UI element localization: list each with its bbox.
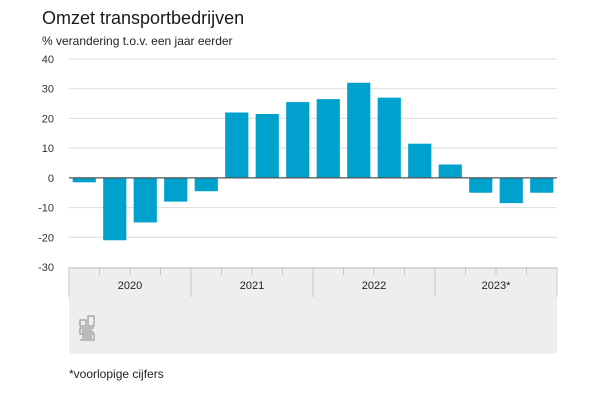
y-tick-label: 20 (42, 113, 54, 125)
bar (255, 113, 279, 178)
bar (438, 164, 462, 178)
x-tick-label: 2022 (362, 280, 386, 292)
x-tick-label: 2021 (240, 280, 264, 292)
bar (347, 82, 371, 178)
y-tick-label: 0 (48, 173, 54, 185)
y-tick-label: -20 (38, 232, 54, 244)
x-tick-label: 2020 (118, 280, 142, 292)
bar (72, 177, 96, 183)
y-tick-label: 10 (42, 143, 54, 155)
bar (133, 177, 157, 223)
bar (469, 177, 493, 193)
bar (377, 97, 401, 178)
bar (499, 177, 523, 204)
cbs-logo-icon (79, 315, 95, 341)
bar (316, 99, 340, 178)
bar (530, 177, 554, 193)
y-tick-label: 40 (42, 54, 54, 66)
chart-title: Omzet transportbedrijven (42, 8, 245, 28)
bar (225, 112, 249, 178)
bars (69, 82, 557, 241)
bar (408, 143, 432, 178)
y-axis-ticks: 40 30 20 10 0 -10 -20 -30 (38, 54, 54, 274)
bar (103, 177, 127, 241)
y-tick-label: -30 (38, 262, 54, 274)
x-tick-label: 2023* (482, 280, 511, 292)
y-tick-label: -10 (38, 203, 54, 215)
x-axis: 2020 2021 2022 2023* (68, 267, 558, 297)
y-tick-label: 30 (42, 84, 54, 96)
bar (286, 102, 310, 178)
footnote: *voorlopige cijfers (69, 367, 164, 381)
chart-subtitle: % verandering t.o.v. een jaar eerder (42, 34, 233, 48)
bar (194, 177, 218, 192)
bar (164, 177, 188, 202)
